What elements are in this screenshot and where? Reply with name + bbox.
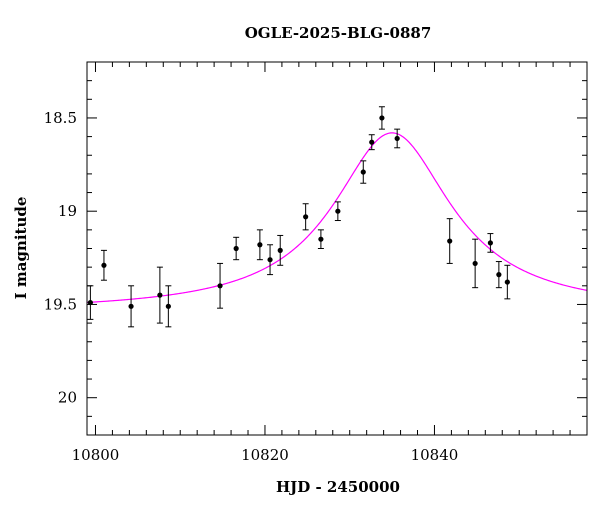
data-point-marker bbox=[335, 208, 341, 214]
data-point bbox=[487, 233, 494, 253]
data-point-marker bbox=[447, 238, 453, 244]
data-point-marker bbox=[233, 245, 239, 252]
data-point-marker bbox=[257, 242, 263, 248]
data-point-marker bbox=[487, 240, 493, 246]
data-point bbox=[267, 244, 274, 276]
data-point-marker bbox=[369, 139, 375, 145]
y-tick-label: 18.5 bbox=[44, 109, 77, 127]
data-point-marker bbox=[87, 299, 93, 306]
data-point bbox=[256, 229, 263, 261]
y-axis-label: I magnitude bbox=[12, 197, 30, 300]
data-point bbox=[495, 261, 502, 289]
chart-title: OGLE-2025-BLG-0887 bbox=[245, 24, 432, 42]
model-curve bbox=[86, 132, 588, 304]
data-point-marker bbox=[504, 279, 510, 285]
x-tick-label: 10820 bbox=[241, 446, 289, 464]
data-point-marker bbox=[267, 257, 273, 263]
data-point bbox=[302, 203, 309, 231]
data-point bbox=[472, 238, 479, 289]
data-point bbox=[277, 234, 284, 266]
data-point bbox=[368, 134, 375, 151]
data-point-marker bbox=[165, 303, 171, 309]
data-point-marker bbox=[217, 283, 223, 289]
data-point bbox=[128, 285, 135, 328]
data-point-marker bbox=[157, 292, 163, 298]
x-tick-label: 10800 bbox=[72, 446, 120, 464]
data-point bbox=[317, 229, 324, 249]
data-point-marker bbox=[318, 236, 324, 242]
data-point-marker bbox=[496, 272, 502, 278]
data-point bbox=[378, 106, 385, 130]
data-point-marker bbox=[101, 262, 107, 268]
data-point-marker bbox=[128, 303, 134, 309]
x-axis-label: HJD - 2450000 bbox=[276, 478, 400, 496]
data-point-marker bbox=[277, 247, 283, 253]
y-tick-label: 20 bbox=[58, 389, 77, 407]
data-point-marker bbox=[394, 135, 400, 142]
data-point bbox=[165, 285, 172, 328]
data-point bbox=[394, 128, 401, 149]
data-point bbox=[504, 264, 511, 300]
data-point bbox=[334, 201, 341, 222]
data-point bbox=[156, 266, 163, 324]
data-point-marker bbox=[303, 214, 309, 220]
data-point-marker bbox=[472, 260, 478, 267]
model-curve-layer bbox=[86, 132, 588, 304]
plot-frame bbox=[86, 61, 588, 436]
data-point bbox=[233, 236, 240, 261]
data-point-marker bbox=[360, 169, 366, 175]
y-tick-label: 19.5 bbox=[44, 295, 77, 313]
data-point-marker bbox=[379, 115, 385, 121]
data-point bbox=[217, 262, 224, 309]
data-point bbox=[446, 218, 453, 264]
x-tick-label: 10840 bbox=[411, 446, 459, 464]
axis-ticks: 10800 10820 10840 18.5 19 19.5 20 bbox=[44, 61, 588, 464]
y-tick-label: 19 bbox=[58, 202, 77, 220]
data-point bbox=[87, 285, 94, 320]
data-point bbox=[360, 160, 367, 184]
data-point bbox=[100, 249, 107, 281]
data-points-layer bbox=[87, 106, 511, 328]
